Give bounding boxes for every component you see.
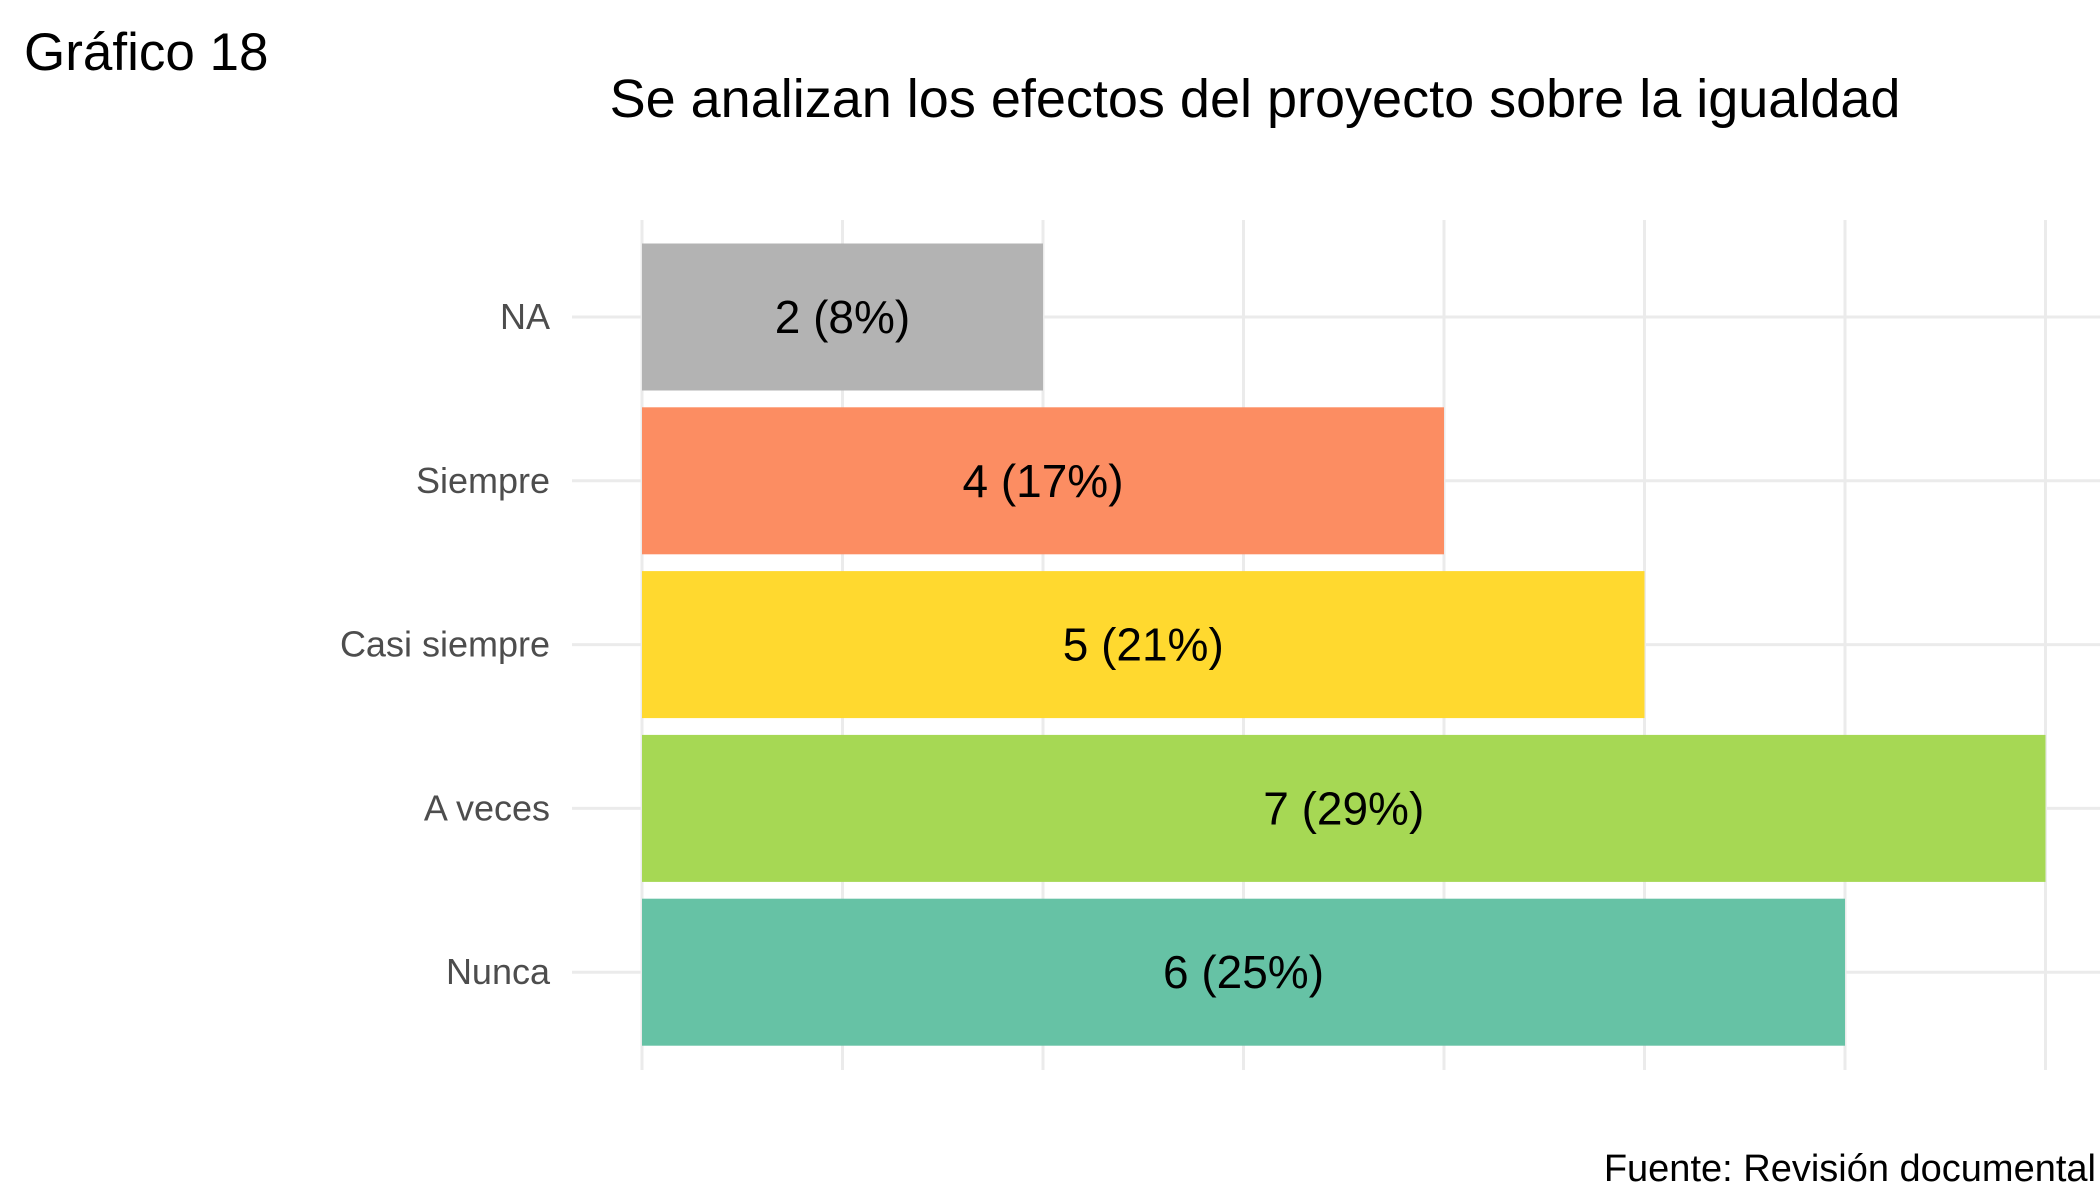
category-label: Nunca xyxy=(446,951,551,992)
data-label: 6 (25%) xyxy=(1163,946,1324,998)
category-labels: NA Siempre Casi siempre A veces Nunca xyxy=(340,296,551,992)
data-label: 2 (8%) xyxy=(775,291,910,343)
source-note: Fuente: Revisión documental xyxy=(1604,1148,2096,1191)
category-label: Casi siempre xyxy=(340,624,550,665)
category-label: NA xyxy=(500,296,550,337)
data-label: 4 (17%) xyxy=(962,455,1123,507)
category-label: A veces xyxy=(424,787,550,828)
data-label: 5 (21%) xyxy=(1063,619,1224,671)
data-label: 7 (29%) xyxy=(1263,782,1424,834)
category-label: Siempre xyxy=(416,460,550,501)
